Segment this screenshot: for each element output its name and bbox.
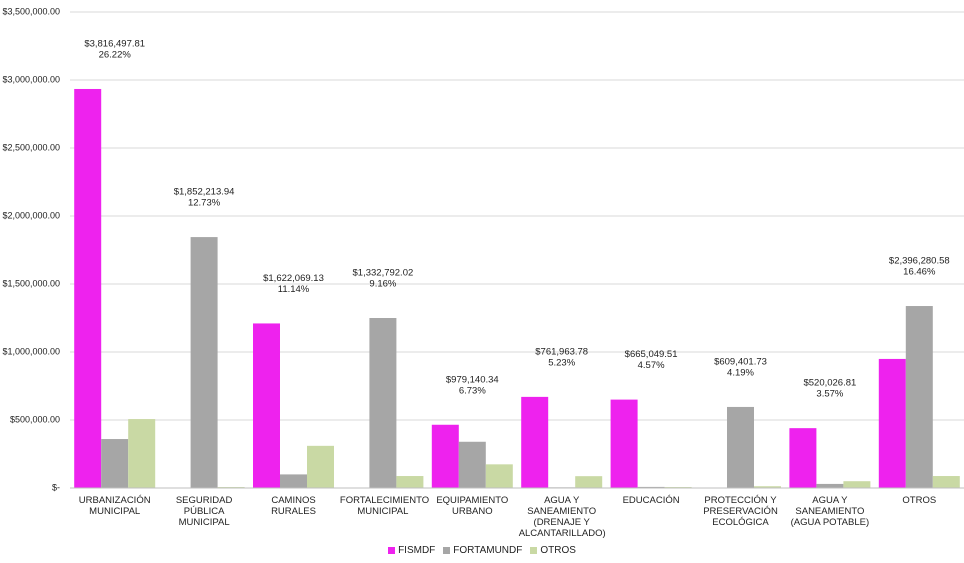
bar [878,358,906,488]
annotation-amount: $1,332,792.02 [353,268,414,279]
y-tick-label: $2,500,000.00 [2,142,60,152]
y-tick-label: $1,000,000.00 [2,346,60,356]
annotation-percent: 12.73% [188,198,221,209]
annotation-amount: $520,026.81 [803,378,856,389]
bar [101,439,129,488]
y-tick-label: $1,500,000.00 [2,278,60,288]
annotation-percent: 11.14% [278,284,310,295]
annotation-percent: 4.19% [727,367,754,378]
annotation-amount: $3,816,497.81 [84,38,145,49]
legend-item: OTROS [530,545,576,556]
legend-swatch [388,546,396,554]
x-tick-label: OTROS [902,495,937,506]
bar [128,419,156,488]
y-tick-label: $- [52,482,60,492]
y-tick-label: $500,000.00 [10,414,60,424]
legend: FISMDF FORTAMUNDF OTROS [0,545,964,556]
annotation-amount: $665,049.51 [625,349,678,360]
legend-label: FISMDF [398,545,436,556]
x-tick-label: EDUCACIÓN [622,495,680,506]
annotation-percent: 9.16% [369,279,396,290]
legend-swatch [443,546,451,554]
bar [74,88,102,488]
legend-item: FISMDF [388,545,435,556]
annotation-percent: 3.57% [816,389,843,400]
annotation-amount: $2,396,280.58 [889,256,950,267]
bar [932,476,960,488]
bar [190,237,218,488]
bar [637,486,665,488]
x-tick-label: AGUA Y SANEAMIENTO (DRENAJE Y ALCANTARIL… [518,495,606,539]
bar [905,306,933,488]
x-tick-label: EQUIPAMIENTO URBANO [436,495,509,517]
legend-label: FORTAMUNDF [453,545,523,556]
x-tick-label: URBANIZACIÓN MUNICIPAL [78,495,151,517]
y-tick-label: $2,000,000.00 [2,210,60,220]
annotation-amount: $1,622,069.13 [263,273,324,284]
legend-label: OTROS [540,545,576,556]
x-tick-label: CAMINOS RURALES [271,495,316,517]
legend-item: FORTAMUNDF [443,545,522,556]
annotation-amount: $1,852,213.94 [174,187,235,198]
x-tick-label: PROTECCIÓN Y PRESERVACIÓN ECOLÓGICA [703,495,778,528]
bar [575,476,603,488]
x-tick-label: AGUA Y SANEAMIENTO (AGUA POTABLE) [790,495,870,528]
bar [610,399,638,488]
bar [727,406,754,488]
y-tick-label: $3,000,000.00 [2,74,60,84]
legend-swatch [530,546,538,554]
annotation-percent: 5.23% [548,357,575,368]
annotation-percent: 4.57% [638,360,665,371]
bar [843,481,871,488]
annotation-percent: 26.22% [99,49,132,60]
bar [458,441,486,488]
x-tick-label: SEGURIDAD PÚBLICA MUNICIPAL [175,495,233,528]
bar [485,464,513,488]
annotation-amount: $761,963.78 [535,346,588,357]
y-tick-label: $3,500,000.00 [2,6,60,16]
annotation-amount: $979,140.34 [446,374,499,385]
bar [369,318,397,488]
bar [280,474,307,488]
bar [431,424,459,488]
bar [396,476,424,488]
bar [816,483,844,488]
annotation-percent: 16.46% [903,267,936,278]
bar [307,445,334,488]
annotation-amount: $609,401.73 [714,356,767,367]
bar [521,396,549,488]
x-tick-label: FORTALECIMIENTO MUNICIPAL [339,495,430,517]
bar [789,428,817,488]
annotation-percent: 6.73% [459,385,486,396]
bar [253,323,280,488]
bar [754,486,781,488]
